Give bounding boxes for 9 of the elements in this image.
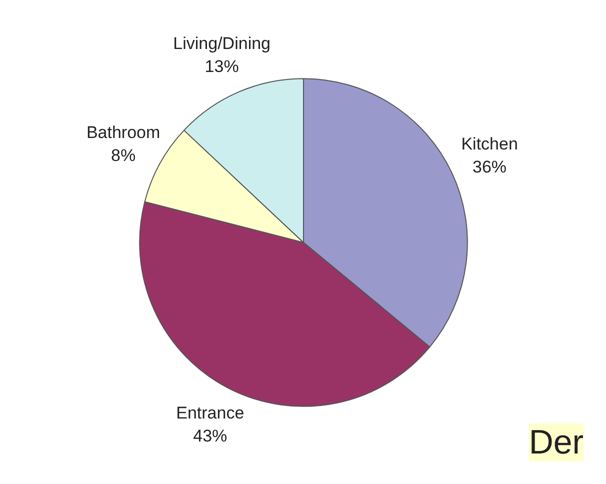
data-label: 8% bbox=[111, 146, 136, 165]
slice-label: Entrance bbox=[176, 404, 244, 423]
slice-label: Kitchen bbox=[461, 134, 518, 154]
slice-label: Bathroom bbox=[86, 123, 160, 142]
data-label: 36% bbox=[472, 157, 507, 176]
slice-label: Living/Dining bbox=[173, 34, 271, 53]
data-label: 43% bbox=[193, 426, 228, 446]
text: Der bbox=[528, 423, 584, 462]
data-label: 13% bbox=[204, 56, 239, 76]
